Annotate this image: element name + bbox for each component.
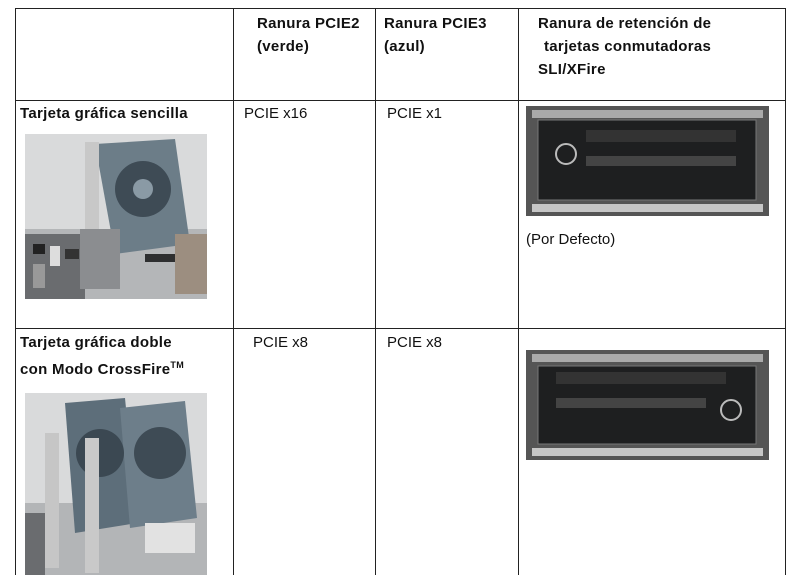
table-border <box>785 8 786 575</box>
trademark: TM <box>170 360 185 370</box>
header-line: (azul) <box>384 38 425 55</box>
header-line: Ranura de retención de <box>538 15 712 32</box>
row-label-line: con Modo CrossFireTM <box>20 354 184 381</box>
table-border <box>233 8 234 575</box>
header-line: Ranura PCIE2 <box>257 15 360 32</box>
row-label-line: Tarjeta gráfica doble <box>20 334 172 351</box>
cell: (Por Defecto) <box>526 231 616 248</box>
table-border <box>15 100 785 101</box>
header-line: SLI/XFire <box>538 61 606 78</box>
row-label-text: con Modo CrossFire <box>20 361 171 378</box>
table-border <box>375 8 376 575</box>
table-border <box>15 8 785 9</box>
row-label: Tarjeta gráfica sencilla <box>20 105 188 122</box>
photo-switch-card <box>526 106 769 216</box>
photo-single-card <box>25 134 207 299</box>
header-line: tarjetas conmutadoras <box>544 38 712 55</box>
table-border <box>15 328 785 329</box>
table-border <box>518 8 519 575</box>
header-cell: Ranura PCIE2 (verde) <box>257 12 360 58</box>
cell: PCIE x8 <box>387 334 443 351</box>
cell: PCIE x8 <box>253 334 309 351</box>
photo-switch-card <box>526 350 769 460</box>
cell: PCIE x1 <box>387 105 443 122</box>
header-line: (verde) <box>257 38 310 55</box>
row-label: Tarjeta gráfica doble con Modo CrossFire… <box>20 331 184 381</box>
photo-dual-card <box>25 393 207 575</box>
cell: PCIE x16 <box>244 105 308 122</box>
header-line: Ranura PCIE3 <box>384 15 487 32</box>
table-border <box>15 8 16 575</box>
header-cell: Ranura PCIE3 (azul) <box>384 12 487 58</box>
header-cell: Ranura de retención de tarjetas conmutad… <box>538 12 711 81</box>
